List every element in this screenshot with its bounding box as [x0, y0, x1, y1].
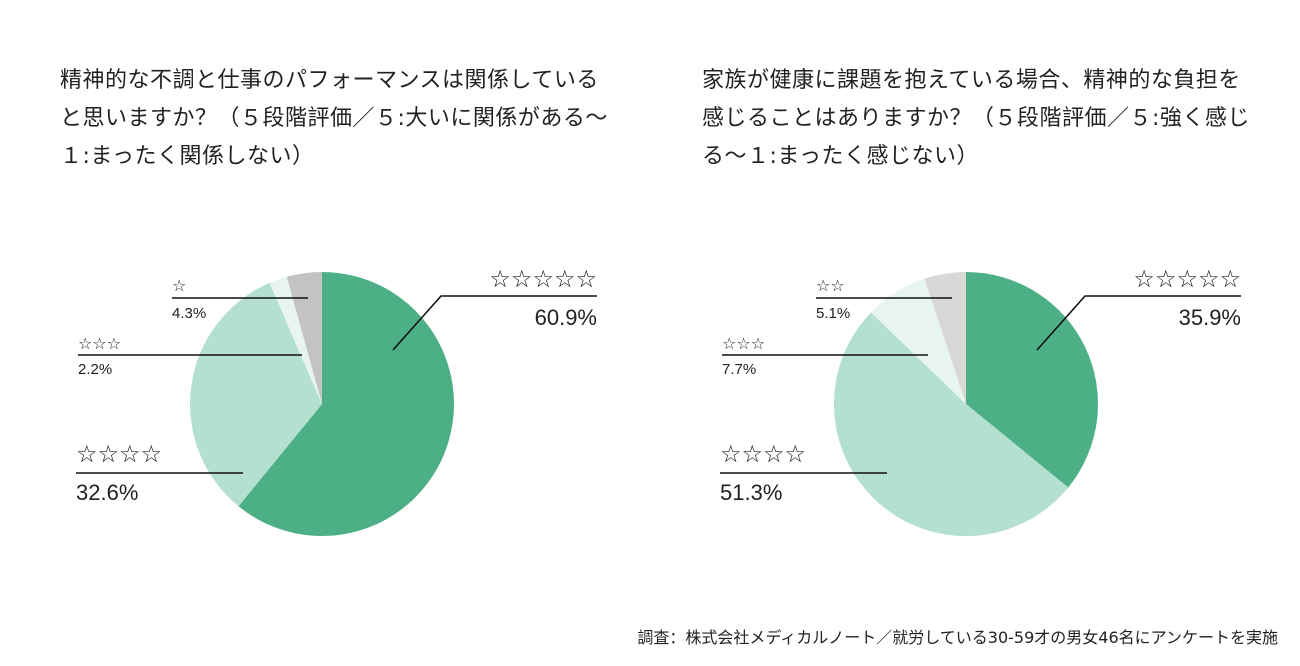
slice-label-1: ☆☆☆☆☆ — [489, 265, 597, 293]
pie-slice-4 — [924, 272, 966, 404]
pie-slice-4 — [286, 272, 322, 404]
pie-slice-1 — [238, 272, 455, 536]
chart-title-right: 家族が健康に課題を抱えている場合、精神的な負担を感じることはありますか？（５段階… — [702, 68, 1250, 169]
pie-slice-1 — [966, 272, 1098, 488]
slice-value-3: 7.7% — [722, 361, 756, 378]
pie-slice-3 — [269, 276, 322, 404]
slice-label-2: ☆☆☆☆ — [720, 440, 806, 468]
slice-label-1: ☆☆☆☆☆ — [1133, 265, 1241, 293]
pie-slice-2 — [833, 312, 1069, 537]
slice-label-3: ☆☆☆ — [722, 334, 765, 353]
slice-value-2: 51.3% — [720, 480, 782, 505]
slice-label-3: ☆☆☆ — [78, 334, 121, 353]
slice-value-4: 4.3% — [172, 305, 206, 322]
slice-value-2: 32.6% — [76, 480, 138, 505]
slice-value-1: 35.9% — [1179, 305, 1241, 330]
pie-slice-3 — [870, 278, 966, 404]
slice-label-2: ☆☆☆☆ — [76, 440, 162, 468]
leader-line-1 — [392, 295, 597, 351]
pie-chart-2: ☆☆☆☆☆ 35.9% ☆☆☆☆ 51.3% ☆☆☆ 7.7% ☆☆ 5.1% — [720, 265, 1241, 537]
slice-label-4: ☆ — [172, 276, 186, 295]
slice-value-4: 5.1% — [816, 305, 850, 322]
pie-slice-2 — [190, 282, 322, 507]
chart-title-left: 精神的な不調と仕事のパフォーマンスは関係していると思いますか？（５段階評価／５:… — [60, 68, 608, 169]
slice-value-1: 60.9% — [535, 305, 597, 330]
leader-line-1 — [1036, 295, 1241, 351]
survey-footnote: 調査：株式会社メディカルノート／就労している30-59才の男女46名にアンケート… — [637, 628, 1278, 647]
slice-label-4: ☆☆ — [816, 276, 845, 295]
slice-value-3: 2.2% — [78, 361, 112, 378]
pie-chart-1: ☆☆☆☆☆ 60.9% ☆☆☆☆ 32.6% ☆☆☆ 2.2% ☆ 4.3% — [76, 265, 597, 536]
